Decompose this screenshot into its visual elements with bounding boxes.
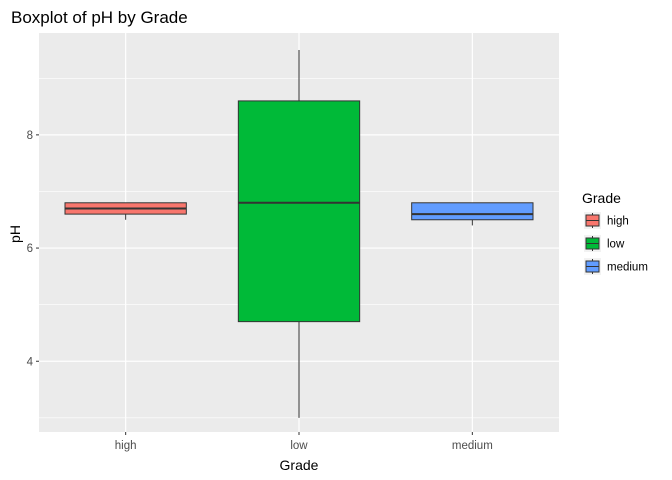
chart-title: Boxplot of pH by Grade xyxy=(11,8,188,27)
legend-title: Grade xyxy=(582,190,621,206)
x-tick-label-high: high xyxy=(115,440,137,452)
legend-item-low: low xyxy=(584,235,625,252)
legend-label-low: low xyxy=(607,239,625,251)
box-low xyxy=(237,49,361,418)
y-axis: 4 6 8 xyxy=(27,130,39,368)
legend: Grade high low medium xyxy=(582,190,648,275)
legend-item-medium: medium xyxy=(584,258,648,275)
x-tick-label-medium: medium xyxy=(452,440,493,452)
boxes xyxy=(64,49,534,418)
y-tick-label: 8 xyxy=(27,130,33,142)
y-tick-label: 4 xyxy=(27,356,34,368)
legend-item-high: high xyxy=(584,212,629,229)
legend-label-medium: medium xyxy=(607,262,648,274)
y-axis-title: pH xyxy=(7,225,23,243)
box-medium xyxy=(411,202,534,226)
y-tick-label: 6 xyxy=(27,243,33,255)
x-axis: high low medium xyxy=(115,432,493,452)
iqr-box-medium xyxy=(411,202,534,221)
x-tick-label-low: low xyxy=(290,440,308,452)
x-axis-title: Grade xyxy=(280,457,319,473)
legend-label-high: high xyxy=(607,216,629,228)
box-high xyxy=(64,202,187,220)
iqr-box-low xyxy=(237,100,361,323)
